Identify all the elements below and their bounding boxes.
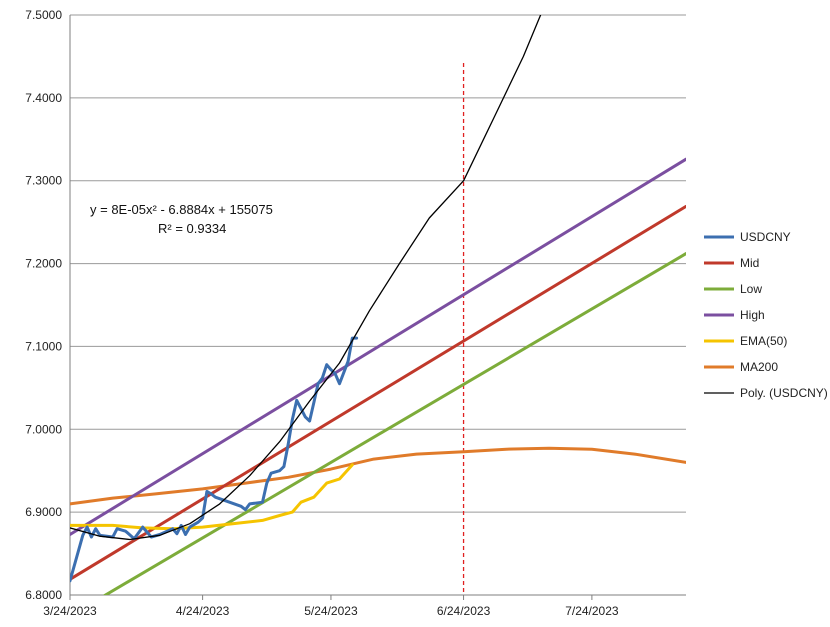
x-tick-label: 6/24/2023 (437, 604, 491, 618)
tick-labels: 6.8000 6.9000 7.0000 7.1000 7.2000 7.3000 7.40… (25, 8, 619, 618)
series-mid-line (70, 204, 686, 581)
legend-label-ema-50: EMA(50) (740, 334, 787, 348)
axes (69, 15, 686, 600)
series-group (70, 15, 686, 595)
series-ma200-line (70, 446, 686, 506)
y-tick-label: 7.4000 (25, 91, 62, 105)
y-tick-label: 7.2000 (25, 257, 62, 271)
legend-label-ma200: MA200 (740, 360, 778, 374)
trendline-annotation: y = 8E-05x² - 6.8884x + 155075 R² = 0.93… (90, 202, 273, 236)
legend-label-high: High (740, 308, 765, 322)
series-usdcny-line (70, 336, 359, 583)
series-poly-usdcny-line (70, 15, 542, 541)
x-tick-label: 4/24/2023 (176, 604, 230, 618)
series-ema-50-line (70, 463, 354, 531)
series-high-line (70, 157, 686, 536)
legend: USDCNY Mid Low High EMA(50) MA200 Poly. (USDCN… (704, 230, 828, 400)
legend-label-usdcny: USDCNY (740, 230, 791, 244)
x-tick-label: 5/24/2023 (304, 604, 358, 618)
y-tick-label: 7.3000 (25, 174, 62, 188)
y-tick-label: 6.8000 (25, 588, 62, 602)
y-tick-label: 7.5000 (25, 8, 62, 22)
y-tick-label: 6.9000 (25, 505, 62, 519)
trendline-r-squared: R² = 0.9334 (158, 221, 226, 236)
x-tick-label: 7/24/2023 (565, 604, 619, 618)
grid-lines (70, 14, 686, 596)
y-tick-label: 7.1000 (25, 339, 62, 353)
legend-label-poly-usdcny: Poly. (USDCNY) (740, 386, 828, 400)
trendline-equation: y = 8E-05x² - 6.8884x + 155075 (90, 202, 273, 217)
legend-label-low: Low (740, 282, 762, 296)
series-low-line (102, 252, 686, 595)
y-tick-label: 7.0000 (25, 422, 62, 436)
x-tick-label: 3/24/2023 (43, 604, 97, 618)
legend-label-mid: Mid (740, 256, 759, 270)
